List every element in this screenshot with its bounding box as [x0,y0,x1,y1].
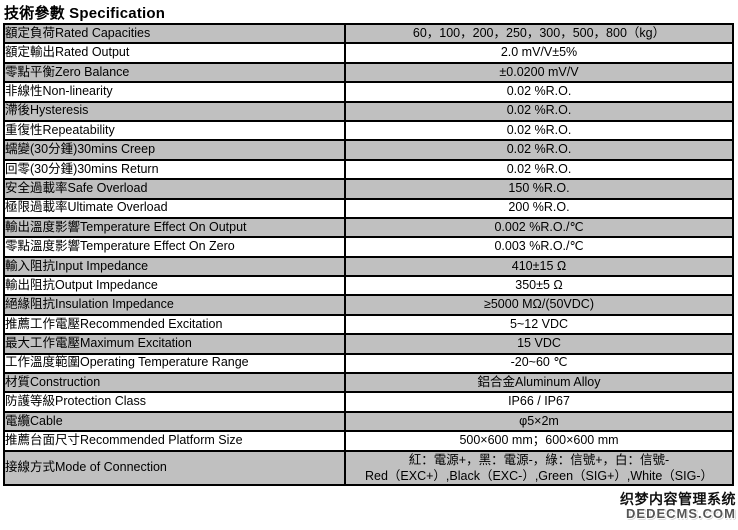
spec-label: 接線方式Mode of Connection [3,449,346,486]
table-row: 輸入阻抗Input Impedance 410±15 Ω [3,255,734,278]
spec-value: 410±15 Ω [344,255,734,278]
spec-label: 材質Construction [3,372,346,394]
spec-label: 滯後Hysteresis [3,100,346,122]
spec-label: 推薦工作電壓Recommended Excitation [3,313,346,336]
table-row: 輸出溫度影響Temperature Effect On Output 0.002… [3,216,734,239]
spec-value: 15 VDC [344,333,734,355]
spec-label: 輸入阻抗Input Impedance [3,255,346,278]
table-row: 非線性Non-linearity 0.02 %R.O. [3,81,734,103]
table-row: 重復性Repeatability 0.02 %R.O. [3,119,734,142]
spec-label: 重復性Repeatability [3,119,346,142]
spec-label: 電纜Cable [3,410,346,433]
spec-value: 0.02 %R.O. [344,119,734,142]
spec-value: 60，100，200，250，300，500，800（kg） [344,22,734,45]
spec-value: 0.02 %R.O. [344,139,734,161]
spec-label: 輸出溫度影響Temperature Effect On Output [3,216,346,239]
spec-label: 非線性Non-linearity [3,81,346,103]
table-row: 絕緣阻抗Insulation Impedance ≥5000 MΩ/(50VDC… [3,294,734,316]
spec-label: 最大工作電壓Maximum Excitation [3,333,346,355]
spec-value: 0.002 %R.O./℃ [344,216,734,239]
spec-label: 極限過載率Ultimate Overload [3,197,346,219]
spec-value: -20~60 ℃ [344,352,734,375]
table-row: 工作溫度範圍Operating Temperature Range -20~60… [3,352,734,375]
spec-label: 輸出阻抗Output Impedance [3,275,346,297]
table-row: 電纜Cable φ5×2m [3,410,734,433]
dedecms-watermark: 织梦内容管理系统 DEDECMS.COM [620,492,736,520]
spec-label: 安全過載率Safe Overload [3,178,346,200]
spec-label: 絕緣阻抗Insulation Impedance [3,294,346,316]
spec-value: 0.02 %R.O. [344,158,734,181]
spec-value: IP66 / IP67 [344,391,734,413]
spec-label: 零點平衡Zero Balance [3,61,346,84]
table-row: 輸出阻抗Output Impedance 350±5 Ω [3,275,734,297]
spec-label: 額定輸出Rated Output [3,42,346,64]
watermark-cms-name: 织梦内容管理系统 [620,491,736,507]
spec-value: 0.003 %R.O./℃ [344,236,734,258]
page-title: 技術參數 Specification [4,5,166,22]
spec-label: 回零(30分鍾)30mins Return [3,158,346,181]
watermark-cms-url: DEDECMS.COM [626,505,736,521]
table-row: 推薦台面尺寸Recommended Platform Size 500×600 … [3,430,734,452]
spec-value: 200 %R.O. [344,197,734,219]
table-row: 零點溫度影響Temperature Effect On Zero 0.003 %… [3,236,734,258]
spec-label: 額定負荷Rated Capacities [3,22,346,45]
spec-value: 鋁合金Aluminum Alloy [344,372,734,394]
spec-value: 5~12 VDC [344,313,734,336]
spec-label: 零點溫度影響Temperature Effect On Zero [3,236,346,258]
table-row: 最大工作電壓Maximum Excitation 15 VDC [3,333,734,355]
spec-value: 350±5 Ω [344,275,734,297]
spec-value: 0.02 %R.O. [344,81,734,103]
spec-value: ≥5000 MΩ/(50VDC) [344,294,734,316]
spec-label: 防護等級Protection Class [3,391,346,413]
spec-value: ±0.0200 mV/V [344,61,734,84]
table-row: 額定負荷Rated Capacities 60，100，200，250，300，… [3,22,734,45]
spec-value: 紅：電源+，黑：電源-，綠：信號+，白：信號- Red（EXC+）,Black（… [344,449,734,486]
table-row: 安全過載率Safe Overload 150 %R.O. [3,178,734,200]
table-row: 推薦工作電壓Recommended Excitation 5~12 VDC [3,313,734,336]
table-row: 額定輸出Rated Output 2.0 mV/V±5% [3,42,734,64]
spec-value: 500×600 mm；600×600 mm [344,430,734,452]
table-row: 回零(30分鍾)30mins Return 0.02 %R.O. [3,158,734,181]
specification-table: 額定負荷Rated Capacities 60，100，200，250，300，… [3,22,734,486]
spec-value: 0.02 %R.O. [344,100,734,122]
spec-value: 150 %R.O. [344,178,734,200]
table-row: 材質Construction 鋁合金Aluminum Alloy [3,372,734,394]
table-row: 防護等級Protection Class IP66 / IP67 [3,391,734,413]
connection-wiring-chinese: 紅：電源+，黑：電源-，綠：信號+，白：信號- [408,452,670,467]
table-row: 蠕變(30分鍾)30mins Creep 0.02 %R.O. [3,139,734,161]
spec-value: φ5×2m [344,410,734,433]
spec-label: 工作溫度範圍Operating Temperature Range [3,352,346,375]
connection-wiring-english: Red（EXC+）,Black（EXC-）,Green（SIG+）,White（… [364,468,713,483]
table-row: 滯後Hysteresis 0.02 %R.O. [3,100,734,122]
table-row: 零點平衡Zero Balance ±0.0200 mV/V [3,61,734,84]
spec-label: 蠕變(30分鍾)30mins Creep [3,139,346,161]
spec-label: 推薦台面尺寸Recommended Platform Size [3,430,346,452]
table-row: 極限過載率Ultimate Overload 200 %R.O. [3,197,734,219]
spec-value: 2.0 mV/V±5% [344,42,734,64]
table-row-mode-of-connection: 接線方式Mode of Connection 紅：電源+，黑：電源-，綠：信號+… [3,449,734,486]
